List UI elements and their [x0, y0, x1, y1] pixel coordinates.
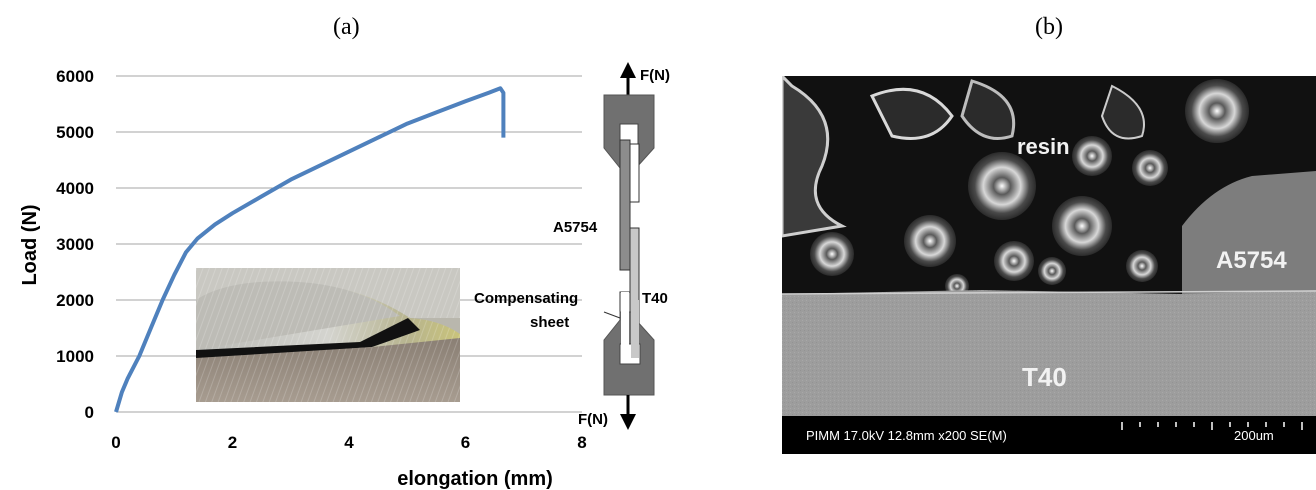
- x-tick-label-0: 0: [111, 433, 120, 452]
- fracture-inset-photo: [196, 268, 460, 402]
- x-tick-label-1: 2: [228, 433, 237, 452]
- panel-label-b: (b): [1035, 14, 1063, 40]
- x-tick-label-3: 6: [461, 433, 470, 452]
- label-t40: T40: [642, 290, 668, 307]
- sem-label-t40: T40: [1022, 362, 1067, 392]
- label-a5754: A5754: [553, 219, 598, 236]
- a5754-sheet: [619, 139, 631, 271]
- specimen-diagram: F(N) F(N) A5754 T40 Compensating sheet: [474, 62, 670, 430]
- sem-micrograph: resin A5754 T40 PIMM 17.0kV 12.8mm x200 …: [782, 76, 1316, 454]
- y-tick-label-4: 4000: [56, 179, 94, 198]
- y-axis-title: Load (N): [19, 204, 41, 285]
- scale-bar: [1121, 422, 1303, 430]
- label-compensating: Compensating: [474, 290, 578, 307]
- arrow-up-icon: [620, 62, 636, 78]
- label-sheet: sheet: [530, 314, 569, 331]
- y-tick-label-1: 1000: [56, 347, 94, 366]
- sem-scale-text: 200um: [1234, 428, 1274, 443]
- panel-label-a: (a): [333, 14, 360, 40]
- sem-label-a5754: A5754: [1216, 247, 1287, 274]
- x-tick-label-2: 4: [344, 433, 354, 452]
- x-axis-title: elongation (mm): [397, 468, 553, 490]
- x-tick-label-4: 8: [577, 433, 586, 452]
- y-tick-label-2: 2000: [56, 291, 94, 310]
- y-tick-label-5: 5000: [56, 123, 94, 142]
- upper-compensating-sheet: [629, 143, 640, 203]
- x-tick-labels: 0 2 4 6 8: [111, 433, 586, 452]
- y-tick-label-3: 3000: [56, 235, 94, 254]
- load-elongation-chart: 0 1000 2000 3000 4000 5000 6000 0 2 4 6 8 elongati…: [19, 62, 670, 490]
- y-tick-label-6: 6000: [56, 67, 94, 86]
- sem-label-resin: resin: [1017, 134, 1070, 159]
- series-line-0: [114, 86, 506, 413]
- force-label-top: F(N): [640, 67, 670, 84]
- sem-info-text: PIMM 17.0kV 12.8mm x200 SE(M): [806, 428, 1007, 443]
- y-tick-labels: 0 1000 2000 3000 4000 5000 6000: [56, 67, 94, 422]
- y-tick-label-0: 0: [85, 403, 94, 422]
- series-group: [114, 86, 506, 413]
- arrow-down-icon: [620, 414, 636, 430]
- force-label-bottom: F(N): [578, 411, 608, 428]
